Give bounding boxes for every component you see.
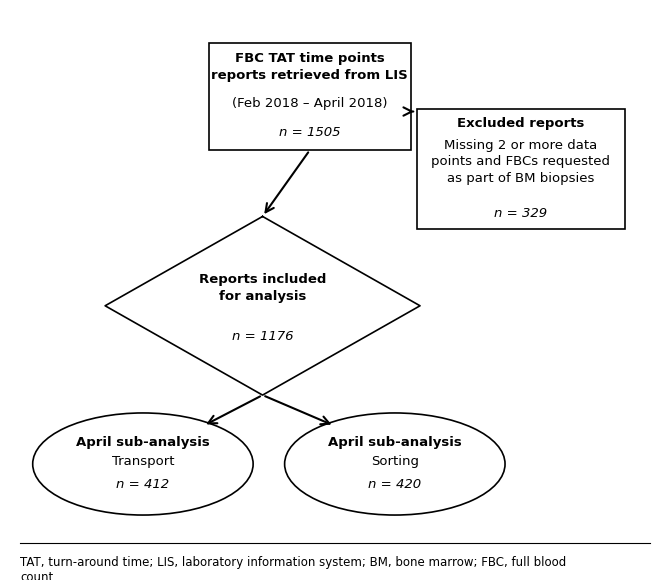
- Text: Sorting: Sorting: [371, 455, 419, 468]
- Text: TAT, turn-around time; LIS, laboratory information system; BM, bone marrow; FBC,: TAT, turn-around time; LIS, laboratory i…: [20, 556, 566, 580]
- Text: FBC TAT time points
reports retrieved from LIS: FBC TAT time points reports retrieved fr…: [212, 52, 408, 82]
- Text: April sub-analysis: April sub-analysis: [328, 436, 462, 449]
- Text: Reports included
for analysis: Reports included for analysis: [199, 273, 326, 303]
- Text: April sub-analysis: April sub-analysis: [76, 436, 210, 449]
- Text: n = 420: n = 420: [369, 478, 421, 491]
- Text: n = 412: n = 412: [117, 478, 170, 491]
- Text: Excluded reports: Excluded reports: [457, 117, 584, 130]
- Ellipse shape: [285, 413, 505, 515]
- FancyBboxPatch shape: [417, 109, 624, 229]
- Text: n = 1176: n = 1176: [232, 330, 293, 343]
- Text: Missing 2 or more data
points and FBCs requested
as part of BM biopsies: Missing 2 or more data points and FBCs r…: [431, 139, 610, 185]
- Text: (Feb 2018 – April 2018): (Feb 2018 – April 2018): [232, 96, 387, 110]
- FancyBboxPatch shape: [209, 43, 411, 150]
- Ellipse shape: [33, 413, 253, 515]
- Text: Transport: Transport: [112, 455, 174, 468]
- Text: n = 1505: n = 1505: [279, 126, 340, 139]
- Text: n = 329: n = 329: [494, 207, 547, 220]
